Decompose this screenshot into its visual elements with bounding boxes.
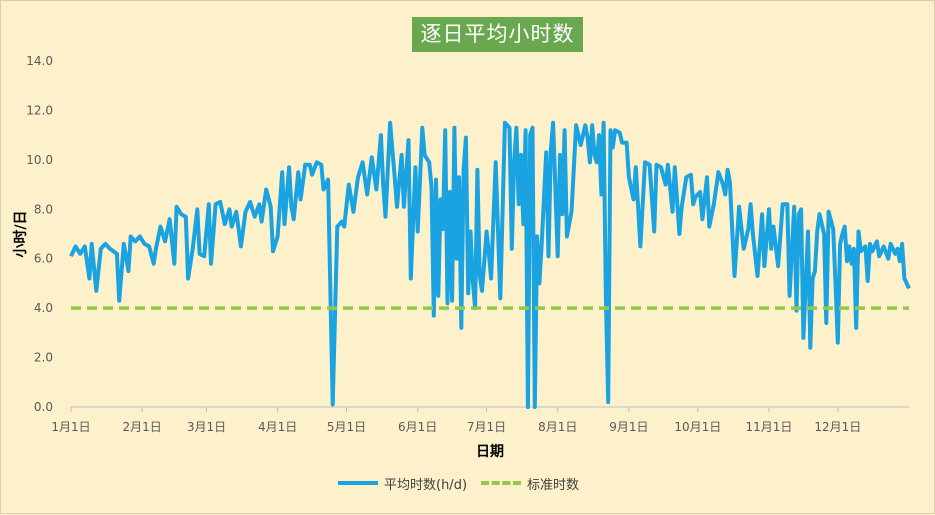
legend-label-standard: 标准时数 [527,477,580,493]
x-tick-label: 2月1日 [123,420,162,434]
x-tick-label: 9月1日 [609,420,648,434]
x-tick-label: 7月1日 [467,420,506,434]
y-tick-label: 2.0 [34,351,53,365]
legend-label-average: 平均时数(h/d) [384,477,468,493]
x-tick-label: 12月1日 [814,420,861,434]
x-tick-label: 5月1日 [327,420,366,434]
y-tick-label: 8.0 [34,202,53,216]
x-tick-label: 6月1日 [398,420,437,434]
series-line-average [69,120,911,409]
y-axis-title: 小时/日 [12,210,29,257]
legend-item-average: 平均时数(h/d) [338,474,467,493]
x-axis-title: 日期 [476,444,504,460]
legend-swatch-standard [481,481,522,485]
y-tick-label: 12.0 [26,103,53,117]
x-tick-label: 1月1日 [51,420,90,434]
legend-swatch-average [338,481,378,485]
y-tick-label: 4.0 [34,301,53,315]
chart-legend: 平均时数(h/d) 标准时数 [338,473,593,493]
series-layer [69,120,911,409]
y-axis-ticks: 0.0 2.0 4.0 6.0 8.0 10.0 12.0 14.0 [26,54,53,414]
y-tick-label: 0.0 [34,400,53,414]
chart-title: 逐日平均小时数 [412,17,583,52]
x-tick-label: 4月1日 [258,420,297,434]
legend-item-standard: 标准时数 [481,474,579,493]
y-tick-label: 10.0 [26,153,53,167]
y-tick-label: 6.0 [34,252,53,266]
x-axis-ticks: 1月1日 2月1日 3月1日 4月1日 5月1日 6月1日 7月1日 8月1日 9月1日 10月1… [51,407,861,434]
x-tick-label: 8月1日 [538,420,577,434]
x-tick-label: 3月1日 [187,420,226,434]
x-tick-label: 11月1日 [745,420,792,434]
x-tick-label: 10月1日 [674,420,721,434]
y-tick-label: 14.0 [26,54,53,68]
